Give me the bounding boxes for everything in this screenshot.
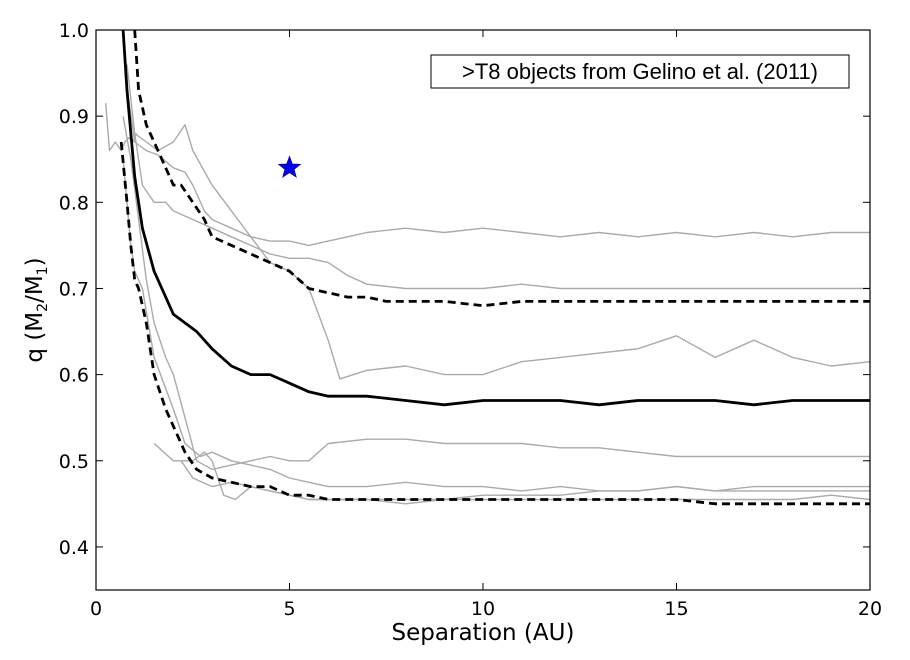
legend-text: >T8 objects from Gelino et al. (2011) bbox=[462, 59, 818, 84]
y-axis-label-sub2: 1 bbox=[35, 266, 51, 275]
series-line-gray-upper-2 bbox=[134, 133, 870, 290]
series-line-lower-envelope bbox=[119, 141, 870, 506]
x-axis-label: Separation (AU) bbox=[392, 620, 575, 646]
x-tick-label: 10 bbox=[471, 598, 495, 620]
y-tick-label: 1.0 bbox=[59, 20, 89, 42]
x-tick-label: 20 bbox=[858, 598, 882, 620]
y-tick-label: 0.6 bbox=[59, 365, 89, 387]
y-tick-label: 0.5 bbox=[59, 451, 89, 473]
x-tick-label: 15 bbox=[664, 598, 688, 620]
y-tick-label: 0.8 bbox=[59, 192, 89, 214]
y-tick-label: 0.7 bbox=[59, 278, 89, 300]
series-line-median bbox=[121, 30, 870, 407]
legend-box bbox=[430, 54, 850, 89]
x-tick-label: 0 bbox=[90, 598, 102, 620]
y-axis-label-end: ) bbox=[22, 257, 48, 266]
series-line-gray-mid-drop bbox=[122, 116, 870, 471]
y-axis-label-mid: /M bbox=[22, 275, 48, 303]
x-tick-label: 5 bbox=[283, 598, 295, 620]
y-tick-label: 0.4 bbox=[59, 537, 89, 559]
series-line-upper-envelope bbox=[133, 30, 870, 308]
marker-layer bbox=[277, 155, 302, 178]
y-axis-label-sub1: 2 bbox=[35, 303, 51, 312]
series-line-gray-mid-peak bbox=[126, 64, 870, 380]
y-axis-label: q (M2/M1) bbox=[22, 257, 51, 362]
y-tick-label: 0.9 bbox=[59, 106, 89, 128]
series-layer bbox=[105, 30, 870, 506]
y-axis-label-main: q (M bbox=[22, 312, 48, 363]
star-marker bbox=[277, 155, 302, 178]
tick-layer: 0 5 10 15 20 0.4 0.5 0.6 0.7 0.8 0.9 1.0 bbox=[59, 20, 882, 620]
series-line-gray-upper-1 bbox=[124, 73, 870, 247]
plot-area bbox=[96, 30, 870, 590]
